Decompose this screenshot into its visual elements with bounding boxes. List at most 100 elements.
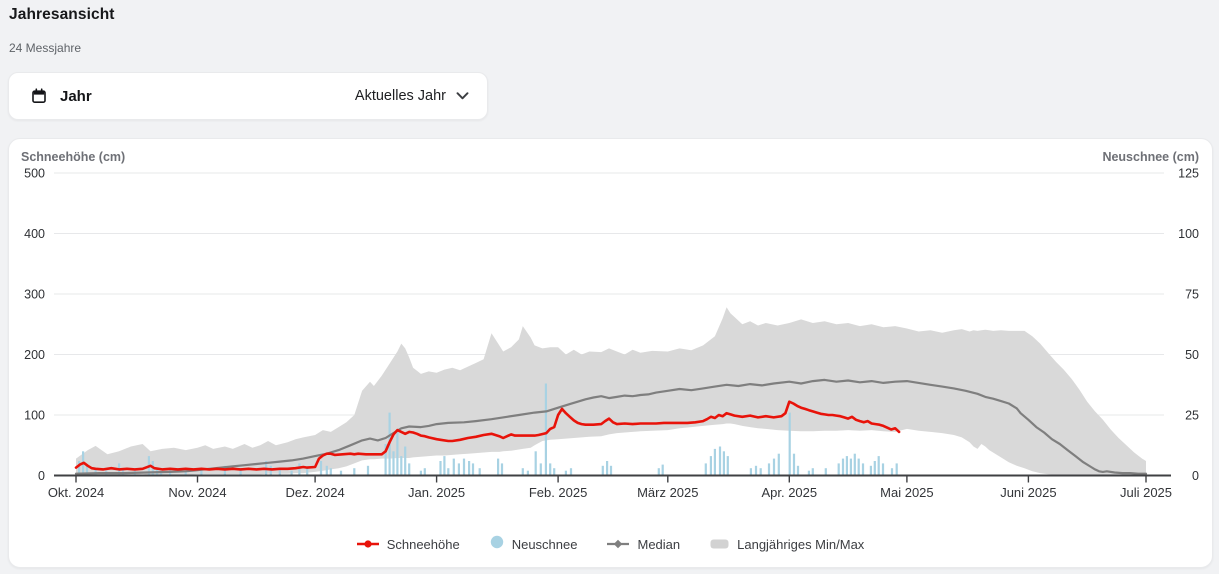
new-snow-bar (290, 470, 293, 476)
left-axis-tick: 100 (24, 409, 45, 423)
new-snow-bar (539, 463, 542, 476)
right-axis-tick: 125 (1178, 167, 1199, 181)
new-snow-bar (877, 456, 880, 476)
new-snow-bar (606, 461, 609, 476)
new-snow-bar (549, 463, 552, 476)
x-axis-month-label: Dez. 2024 (285, 485, 344, 500)
legend-line-dot-marker-icon (356, 536, 379, 554)
x-axis-month-label: Feb. 2025 (529, 485, 588, 500)
legend-item-1[interactable]: Neuschnee (490, 535, 578, 554)
new-snow-bar (704, 463, 707, 476)
new-snow-bar (400, 456, 403, 476)
page-subtitle: 24 Messjahre (9, 41, 82, 55)
new-snow-bar (534, 451, 537, 476)
new-snow-bar (339, 470, 343, 476)
new-snow-bar (239, 468, 242, 476)
legend-item-2[interactable]: Median (607, 536, 680, 554)
new-snow-bar (478, 468, 481, 476)
chart-legend: Schneehöhe Neuschnee Median Langjähriges Mi… (9, 535, 1212, 554)
legend-item-0[interactable]: Schneehöhe (356, 536, 460, 554)
new-snow-bar (94, 468, 97, 476)
new-snow-bar (857, 458, 860, 476)
new-snow-bar (824, 468, 827, 476)
new-snow-bar (837, 463, 840, 476)
new-snow-bar (601, 465, 604, 476)
new-snow-bar (200, 470, 203, 476)
new-snow-bar (713, 448, 716, 476)
new-snow-bar (564, 470, 567, 476)
x-axis-month-label: Mai 2025 (880, 485, 933, 500)
new-snow-bar (396, 429, 399, 476)
right-axis-tick: 50 (1185, 348, 1199, 362)
left-axis-tick: 500 (24, 167, 45, 181)
new-snow-bar (419, 470, 422, 476)
legend-line-diamond-marker-icon (607, 536, 630, 554)
new-snow-bar (85, 465, 89, 476)
new-snow-bar (184, 470, 187, 476)
new-snow-bar (404, 446, 407, 476)
year-select-value[interactable]: Aktuelles Jahr (354, 88, 446, 104)
right-axis-title: Neuschnee (cm) (1102, 150, 1199, 164)
legend-label: Neuschnee (511, 537, 578, 552)
snow-depth-line (74, 400, 901, 471)
new-snow-bar (869, 465, 872, 476)
new-snow-bar (443, 456, 446, 476)
new-snow-bar (807, 470, 810, 476)
new-snow-bar (121, 468, 125, 476)
legend-label: Median (637, 537, 681, 552)
right-axis-tick: 100 (1178, 227, 1199, 241)
x-axis-month-label: Jan. 2025 (408, 485, 465, 500)
legend-item-3[interactable]: Langjähriges Min/Max (710, 536, 864, 554)
chevron-down-icon[interactable] (456, 92, 469, 100)
new-snow-bar (353, 468, 356, 476)
new-snow-bar (462, 458, 466, 476)
new-snow-bar (78, 461, 81, 476)
x-axis-month-label: Juni 2025 (1000, 485, 1056, 500)
new-snow-bar (319, 461, 323, 476)
new-snow-bar (722, 451, 725, 476)
new-snow-bar (497, 458, 500, 476)
new-snow-bar (767, 463, 771, 476)
new-snow-bar (544, 383, 547, 476)
new-snow-bar (392, 451, 395, 476)
new-snow-bar (777, 453, 780, 476)
new-snow-bar (447, 468, 450, 476)
x-axis-month-label: Juli 2025 (1120, 485, 1172, 500)
legend-band-marker-icon (710, 536, 729, 554)
left-axis-tick: 300 (24, 288, 45, 302)
chart-card: Schneehöhe (cm) Neuschnee (cm) 0 0 100 25 20… (8, 138, 1213, 568)
new-snow-bar (788, 412, 791, 476)
right-axis-tick: 75 (1185, 288, 1199, 302)
new-snow-bar (457, 463, 460, 476)
year-filter-card[interactable]: Jahr Aktuelles Jahr (8, 72, 488, 120)
minmax-band (76, 307, 1146, 476)
new-snow-bar (553, 468, 556, 476)
new-snow-bar (500, 463, 504, 476)
new-snow-bar (471, 463, 475, 476)
new-snow-bar (468, 461, 471, 476)
new-snow-bar (792, 453, 796, 476)
new-snow-bar (841, 458, 845, 476)
chart-svg: 0 0 100 25 200 50 300 75 400 100 500 125 Okt. 2024 No… (24, 167, 1199, 501)
new-snow-bar (754, 465, 758, 476)
new-snow-bar (861, 463, 865, 476)
new-snow-bar (759, 468, 762, 476)
x-axis-month-label: Nov. 2024 (168, 485, 226, 500)
new-snow-bar (661, 464, 664, 476)
left-axis-tick: 400 (24, 227, 45, 241)
new-snow-bar (749, 468, 752, 476)
new-snow-bar (845, 456, 848, 476)
new-snow-bar (306, 468, 309, 476)
new-snow-bar (796, 465, 800, 476)
new-snow-bar (423, 468, 426, 476)
new-snow-bar (298, 463, 301, 476)
new-snow-bar (811, 468, 814, 476)
new-snow-bar (452, 458, 455, 476)
new-snow-bar (325, 465, 328, 476)
new-snow-bar (726, 456, 729, 476)
calendar-icon (31, 88, 47, 104)
right-axis-tick: 0 (1192, 469, 1199, 483)
new-snow-bar (366, 465, 370, 476)
page-title: Jahresansicht (9, 6, 115, 23)
new-snow-bar (329, 468, 332, 476)
